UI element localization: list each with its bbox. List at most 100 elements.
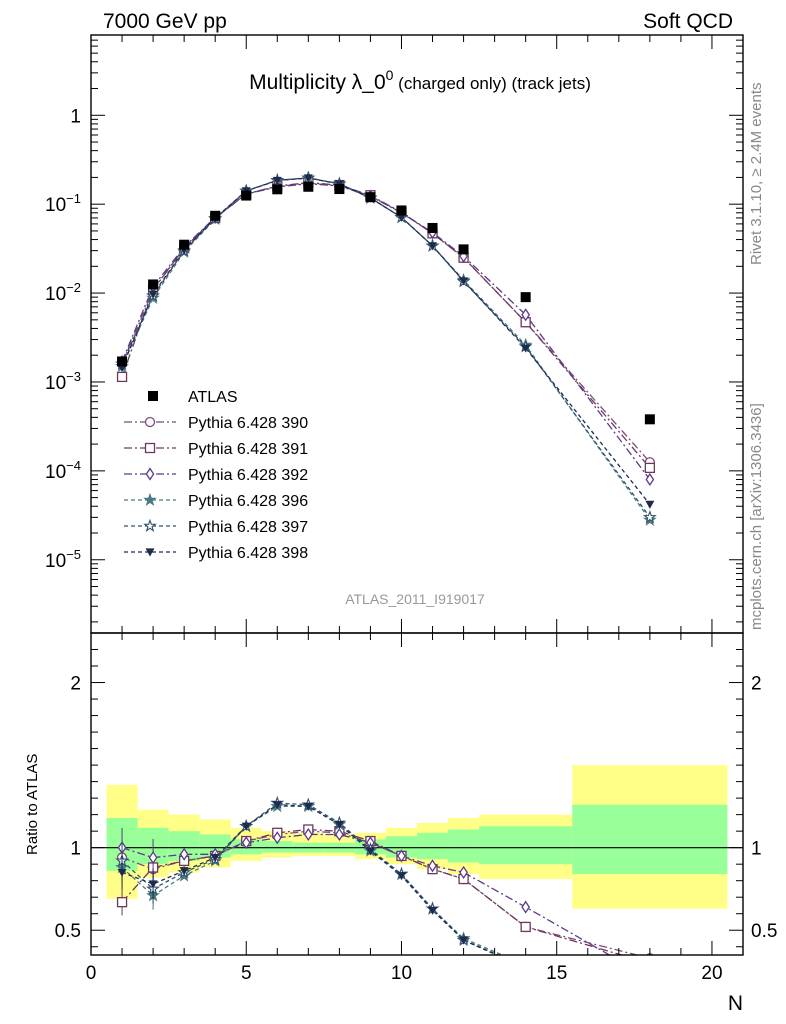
legend-entry-p392: Pythia 6.428 392 <box>124 467 308 484</box>
y-tick-exp-5: −5 <box>66 547 81 562</box>
main-point-p398-5 <box>272 176 282 185</box>
ratio-point-p398-1 <box>148 880 158 889</box>
legend-marker-p391 <box>144 442 156 454</box>
ratio-point-p392-12 <box>521 900 531 914</box>
band-inner-12 <box>479 826 573 865</box>
x-tick-label-5: 5 <box>241 963 252 984</box>
main-line-p392 <box>121 183 651 480</box>
main-point-p398-13 <box>645 500 655 509</box>
y-tick-label-main-0: 1 <box>70 106 81 127</box>
main-frame <box>90 34 744 634</box>
data-point-atlas-7 <box>334 184 345 195</box>
y-tick-exp-3: −3 <box>66 369 81 384</box>
y-tick-base-4: 10 <box>45 462 66 483</box>
ratio-point-p397-12 <box>520 961 531 971</box>
ratio-point-p398-9 <box>396 872 406 881</box>
x-tick-label-10: 10 <box>391 963 412 984</box>
ratio-point-p398-12 <box>521 965 530 973</box>
main-series <box>115 170 657 526</box>
chart-title-sup: 0 <box>386 67 394 83</box>
legend-marker-p392 <box>145 467 155 481</box>
analysis-reference: ATLAS_2011_I919017 <box>345 591 485 607</box>
ratio-point-p392-1 <box>148 851 158 865</box>
data-point-atlas-6 <box>303 181 314 192</box>
header-left: 7000 GeV pp <box>103 10 227 33</box>
ratio-point-p398-5 <box>272 801 282 810</box>
data-point-atlas-10 <box>427 222 438 233</box>
data-point-atlas-0 <box>117 356 128 367</box>
ratio-frame <box>90 632 744 956</box>
legend: ATLAS Pythia 6.428 390 Pythia 6.428 391 Pyt… <box>124 389 308 562</box>
ratio-point-p391-0 <box>116 897 128 908</box>
ratio-point-p398-7 <box>334 820 344 830</box>
y-tick-base-2: 10 <box>45 284 66 305</box>
ratio-point-p392-7 <box>334 827 344 842</box>
ratio-point-p398-6 <box>303 802 313 811</box>
y-tick-base-1: 10 <box>45 195 66 216</box>
x-axis-label: N <box>728 992 743 1015</box>
y-tick-label-main-3: 10−3 <box>45 369 81 394</box>
ratio-point-p398-13 <box>645 991 654 999</box>
main-point-p398-10 <box>428 242 438 251</box>
y-tick-label-main-1: 10−1 <box>45 191 81 216</box>
main-point-p391-0 <box>116 371 128 383</box>
data-point-atlas-4 <box>241 190 252 201</box>
ratio-uncertainty-bands <box>91 765 743 909</box>
band-inner-5 <box>261 841 293 853</box>
data-point-atlas-8 <box>365 192 376 203</box>
legend-label-p396: Pythia 6.428 396 <box>188 493 308 510</box>
y-tick-label-main-2: 10−2 <box>45 280 81 305</box>
ratio-point-p392-9 <box>397 849 406 863</box>
rivet-label: Rivet 3.1.10, ≥ 2.4M events <box>748 83 765 266</box>
x-tick-label-0: 0 <box>86 963 97 984</box>
ratio-point-p398-3 <box>210 853 220 863</box>
chart-title-tail: (charged only) (track jets) <box>393 74 590 93</box>
x-tick-label-15: 15 <box>546 963 567 984</box>
ratio-point-p392-10 <box>428 859 437 873</box>
ratio-point-p396-12 <box>520 959 531 969</box>
y-tick-exp-4: −4 <box>66 458 81 473</box>
legend-entry-p396: Pythia 6.428 396 <box>124 492 308 510</box>
ratio-point-p396-13 <box>645 995 656 1005</box>
legend-entry-p397: Pythia 6.428 397 <box>124 518 308 536</box>
header-right: Soft QCD <box>643 10 733 33</box>
ratio-tick-label-left-2: 2 <box>70 674 81 695</box>
ratio-tick-label-right-0: 0.5 <box>751 921 777 942</box>
legend-label-p390: Pythia 6.428 390 <box>188 415 308 432</box>
y-tick-exp-1: −1 <box>66 191 81 206</box>
legend-marker-p397 <box>143 518 157 532</box>
legend-marker-ATLAS <box>148 391 158 401</box>
band-inner-10 <box>417 832 449 860</box>
y-tick-base-0: 1 <box>70 106 81 127</box>
data-point-atlas-5 <box>272 184 283 195</box>
x-tick-label-20: 20 <box>701 963 722 984</box>
legend-label-p391: Pythia 6.428 391 <box>188 441 308 458</box>
main-point-p398-11 <box>459 277 469 286</box>
data-point-atlas-12 <box>520 292 531 303</box>
legend-entry-p390: Pythia 6.428 390 <box>124 415 308 432</box>
data-point-atlas-13 <box>644 414 655 425</box>
ratio-tick-label-left-0: 0.5 <box>55 921 81 942</box>
ratio-point-p398-8 <box>365 847 375 856</box>
ratio-point-p398-2 <box>179 867 189 876</box>
chart-title-main: Multiplicity λ_0 <box>249 71 386 94</box>
legend-label-ATLAS: ATLAS <box>188 389 238 406</box>
y-tick-label-main-5: 10−5 <box>45 547 81 572</box>
ratio-point-p398-10 <box>428 906 438 915</box>
ratio-point-p392-13 <box>646 973 653 984</box>
ratio-point-p397-13 <box>645 994 656 1004</box>
chart-title: Multiplicity λ_00 (charged only) (track … <box>249 67 591 94</box>
main-point-p398-1 <box>148 290 158 299</box>
main-point-p398-12 <box>521 344 531 353</box>
ratio-point-p392-2 <box>179 847 189 861</box>
main-point-p398-6 <box>303 174 313 183</box>
y-axis-label-ratio: Ratio to ATLAS <box>24 754 41 855</box>
legend-entry-ATLAS: ATLAS <box>148 389 238 406</box>
ratio-point-p398-11 <box>459 936 469 945</box>
ratio-point-p398-0 <box>117 868 127 877</box>
ratio-tick-label-right-2: 2 <box>751 674 762 695</box>
ratio-point-p392-6 <box>303 827 313 842</box>
y-tick-label-main-4: 10−4 <box>45 458 81 483</box>
band-inner-13 <box>572 804 728 875</box>
